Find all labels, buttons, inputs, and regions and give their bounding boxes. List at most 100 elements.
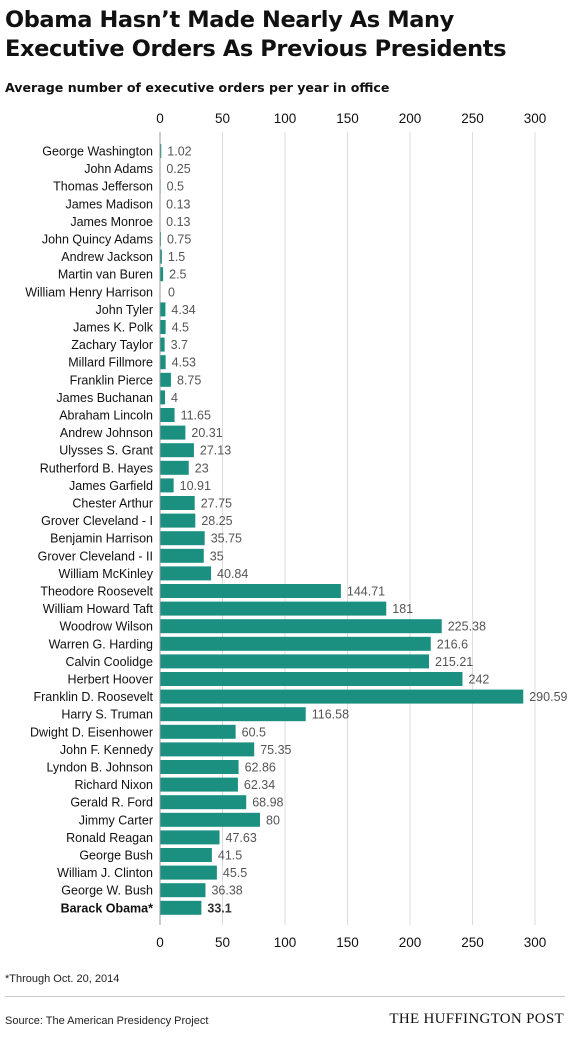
category-label: James Buchanan <box>56 391 153 405</box>
value-label: 242 <box>469 673 490 687</box>
category-label: Abraham Lincoln <box>59 409 153 423</box>
x-tick-label-top: 100 <box>274 111 297 126</box>
bar <box>160 795 247 810</box>
bar <box>160 724 236 739</box>
category-label: Richard Nixon <box>74 778 153 792</box>
category-label: Franklin Pierce <box>70 373 153 387</box>
bar <box>160 425 186 440</box>
value-label: 181 <box>392 602 413 616</box>
value-label: 47.63 <box>226 831 257 845</box>
category-label: George Washington <box>42 145 153 159</box>
value-label: 23 <box>195 461 209 475</box>
bar <box>160 601 387 616</box>
category-label: Millard Fillmore <box>68 356 153 370</box>
x-tick-label-top: 150 <box>336 111 359 126</box>
bar <box>160 742 255 757</box>
value-label: 290.59 <box>529 690 567 704</box>
bar <box>160 689 524 704</box>
category-label: George Bush <box>79 849 153 863</box>
x-tick-label-bottom: 0 <box>156 935 164 950</box>
bar <box>160 267 164 282</box>
category-label: Andrew Jackson <box>61 250 153 264</box>
value-label: 45.5 <box>223 866 247 880</box>
category-label: Franklin D. Roosevelt <box>34 690 154 704</box>
bar <box>160 337 165 352</box>
value-label: 35 <box>210 549 224 563</box>
category-label: Thomas Jefferson <box>53 180 153 194</box>
category-label: John Tyler <box>96 303 153 317</box>
bar <box>160 672 463 686</box>
bar <box>160 144 162 158</box>
category-label: Martin van Buren <box>58 268 153 282</box>
category-label: James Garfield <box>69 479 153 493</box>
value-label: 116.58 <box>312 708 349 722</box>
category-label: Ronald Reagan <box>66 831 153 845</box>
footer-divider <box>5 996 565 997</box>
value-label: 144.71 <box>347 585 385 599</box>
bar <box>160 812 260 827</box>
category-label: John Quincy Adams <box>42 233 153 247</box>
bar <box>160 531 205 546</box>
value-label: 0.5 <box>167 180 184 194</box>
bar <box>160 848 212 862</box>
value-label: 215.21 <box>435 655 473 669</box>
value-label: 4.5 <box>172 321 189 335</box>
category-label: George W. Bush <box>61 884 153 898</box>
category-label: Lyndon B. Johnson <box>46 761 153 775</box>
bar <box>160 548 204 563</box>
category-label: William Howard Taft <box>43 602 154 616</box>
value-label: 0.13 <box>166 197 190 211</box>
bar <box>160 320 166 334</box>
bar <box>160 390 165 405</box>
category-label: Dwight D. Eisenhower <box>30 725 153 739</box>
source-note: Source: The American Presidency Project <box>5 1015 209 1027</box>
value-label: 216.6 <box>437 637 468 651</box>
value-label: 4.34 <box>171 303 195 317</box>
value-label: 80 <box>266 813 280 827</box>
value-label: 27.13 <box>200 444 231 458</box>
bar <box>160 900 202 915</box>
bar <box>160 566 212 581</box>
value-label: 0.13 <box>166 215 190 229</box>
category-label: James Monroe <box>70 215 153 229</box>
category-label: James Madison <box>65 197 153 211</box>
value-label: 11.65 <box>181 409 211 423</box>
x-tick-label-bottom: 300 <box>524 935 547 950</box>
category-label: Ulysses S. Grant <box>59 444 153 458</box>
value-label: 75.35 <box>260 743 291 757</box>
value-label: 2.5 <box>169 268 186 282</box>
value-label: 0 <box>168 285 175 299</box>
x-tick-label-top: 50 <box>215 111 230 126</box>
category-label: Harry S. Truman <box>61 708 153 722</box>
category-label: Benjamin Harrison <box>50 532 153 546</box>
bar <box>160 636 431 651</box>
category-label: Chester Arthur <box>72 497 153 511</box>
x-tick-label-top: 0 <box>156 111 164 126</box>
chart-subtitle: Average number of executive orders per y… <box>5 80 390 95</box>
category-label: John F. Kennedy <box>60 743 154 757</box>
category-label: Calvin Coolidge <box>65 655 153 669</box>
category-label: Jimmy Carter <box>79 813 153 827</box>
value-label: 40.84 <box>217 567 248 581</box>
value-label: 68.98 <box>252 796 283 810</box>
x-tick-label-bottom: 150 <box>336 935 359 950</box>
value-label: 225.38 <box>448 620 486 634</box>
bar <box>160 584 341 598</box>
bar <box>160 302 166 317</box>
value-label: 33.1 <box>207 901 231 915</box>
bar <box>160 460 189 475</box>
x-tick-label-bottom: 250 <box>461 935 484 950</box>
value-label: 0.25 <box>166 162 190 176</box>
category-label: Woodrow Wilson <box>59 620 153 634</box>
value-label: 27.75 <box>201 497 232 511</box>
value-label: 62.34 <box>244 778 275 792</box>
category-label: Gerald R. Ford <box>70 796 153 810</box>
value-label: 0.75 <box>167 233 191 247</box>
x-tick-label-bottom: 50 <box>215 935 230 950</box>
chart-title: Obama Hasn’t Made Nearly As Many Executi… <box>5 7 507 62</box>
bar <box>160 654 430 669</box>
value-label: 41.5 <box>218 849 242 863</box>
bar <box>160 830 220 845</box>
bar <box>160 249 162 264</box>
bar <box>160 372 171 387</box>
